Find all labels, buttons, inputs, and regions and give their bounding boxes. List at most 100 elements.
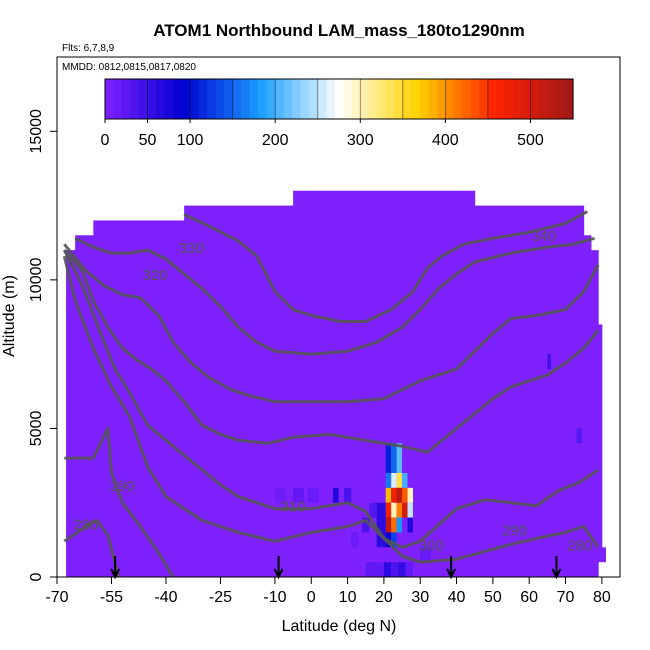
x-tick-label-7: 20 (375, 589, 393, 606)
heatmap-cell-23 (407, 517, 413, 533)
y-tick-label-0: 0 (28, 572, 45, 581)
heatmap-cell-39 (576, 428, 582, 444)
y-axis-label: Altitude (m) (1, 275, 18, 357)
contour-label-1: 320 (143, 267, 168, 284)
contour-line-280-0 (64, 426, 175, 577)
chart-title: ATOM1 Northbound LAM_mass_180to1290nm (153, 21, 525, 40)
x-tick-label-10: 50 (484, 589, 502, 606)
heatmap-cell-7 (385, 487, 392, 503)
colorbar-band-17 (249, 79, 259, 119)
colorbar-band-19 (266, 79, 276, 119)
colorbar-band-35 (402, 79, 412, 119)
colorbar-band-11 (198, 79, 208, 119)
colorbar-tick-label-0: 0 (101, 132, 110, 149)
x-tick-label-4: -10 (263, 589, 286, 606)
heatmap-cell-21 (391, 532, 397, 548)
coverage-block-7 (590, 250, 599, 577)
contour-label-5: 290 (110, 478, 135, 495)
heatmap-cell-11 (407, 487, 413, 503)
x-tick-label-2: -40 (154, 589, 177, 606)
colorbar-band-54 (564, 79, 574, 119)
colorbar-band-4 (139, 79, 149, 119)
contour-line-310-4 (63, 249, 600, 454)
colorbar-band-25 (317, 79, 327, 119)
colorbar-band-50 (530, 79, 540, 119)
y-axis: 0 5000 10000 15000 (28, 109, 57, 581)
plot-frame (56, 56, 621, 578)
coverage-block-8 (598, 324, 603, 563)
colorbar-band-15 (232, 79, 242, 119)
contour-line-290-2 (62, 255, 600, 564)
colorbar-band-21 (283, 79, 293, 119)
heatmap-cell-9 (396, 487, 403, 503)
heatmap-cell-17 (385, 517, 392, 533)
colorbar-band-28 (343, 79, 353, 119)
x-tick-label-1: -55 (100, 589, 123, 606)
colorbar-band-27 (334, 79, 344, 119)
contour-label-3: 310 (281, 499, 306, 516)
colorbar-band-46 (496, 79, 506, 119)
heatmap-cell-18 (391, 517, 397, 533)
heatmap-cell-22 (376, 502, 386, 548)
x-tick-label-3: -25 (209, 589, 232, 606)
x-axis: -70 -55 -40 -25 -10 0 10 20 30 40 50 60 70 80 (45, 577, 611, 606)
colorbar-band-31 (368, 79, 378, 119)
colorbar-gradient (105, 79, 574, 119)
colorbar-band-0 (105, 79, 115, 119)
x-tick-label-13: 80 (593, 589, 611, 606)
x-tick-label-8: 30 (411, 589, 429, 606)
colorbar-band-18 (258, 79, 268, 119)
colorbar-band-8 (173, 79, 183, 119)
colorbar-band-7 (164, 79, 174, 119)
heatmap-cell-14 (396, 502, 403, 518)
colorbar-band-29 (351, 79, 361, 119)
heatmap-cell-6 (402, 473, 408, 488)
colorbar: 0 50 100 200 300 400 500 (101, 78, 574, 149)
heatmap-cell-33 (383, 562, 392, 577)
colorbar-band-53 (555, 79, 566, 119)
contour-label-7: 290 (502, 522, 527, 539)
heatmap-cell-24 (362, 517, 370, 533)
coverage-block-5 (474, 205, 585, 577)
coverage-block-0 (66, 250, 76, 577)
colorbar-band-3 (130, 79, 140, 119)
colorbar-band-51 (538, 79, 549, 119)
heatmap-cell-26 (343, 487, 352, 503)
heatmap-cell-4 (391, 473, 397, 488)
heatmap-cell-1 (391, 443, 397, 473)
colorbar-band-2 (122, 79, 132, 119)
contour-label-4: 300 (419, 537, 444, 554)
x-tick-label-0: -70 (45, 589, 68, 606)
colorbar-band-47 (504, 79, 515, 119)
y-tick-label-1: 5000 (28, 411, 45, 447)
colorbar-band-16 (241, 79, 251, 119)
colorbar-band-49 (521, 79, 532, 119)
y-tick-label-3: 15000 (28, 109, 45, 154)
colorbar-band-42 (462, 79, 472, 119)
colorbar-band-41 (453, 79, 463, 119)
contour-label-2: 340 (531, 228, 556, 245)
colorbar-band-23 (300, 79, 310, 119)
coverage-block-1 (75, 235, 94, 577)
colorbar-band-12 (207, 79, 217, 119)
contour-label-6: 280 (74, 516, 99, 533)
colorbar-tick-label-1: 50 (139, 132, 157, 149)
colorbar-band-43 (470, 79, 480, 119)
contour-line-300-3 (62, 249, 600, 549)
heatmap-cell-2 (396, 443, 403, 473)
colorbar-tick-label-5: 400 (432, 132, 459, 149)
colorbar-band-45 (487, 79, 498, 119)
colorbar-band-48 (513, 79, 523, 119)
heatmap-cell-35 (398, 562, 406, 577)
heatmap-cell-30 (274, 487, 286, 503)
colorbar-band-32 (377, 79, 387, 119)
x-tick-label-11: 60 (520, 589, 538, 606)
colorbar-tick-label-3: 200 (262, 132, 289, 149)
colorbar-band-38 (428, 79, 438, 119)
heatmap-cell-8 (391, 487, 397, 503)
colorbar-band-33 (385, 79, 395, 119)
x-tick-label-9: 40 (448, 589, 466, 606)
heatmap-cells (274, 354, 582, 577)
colorbar-band-26 (326, 79, 336, 119)
